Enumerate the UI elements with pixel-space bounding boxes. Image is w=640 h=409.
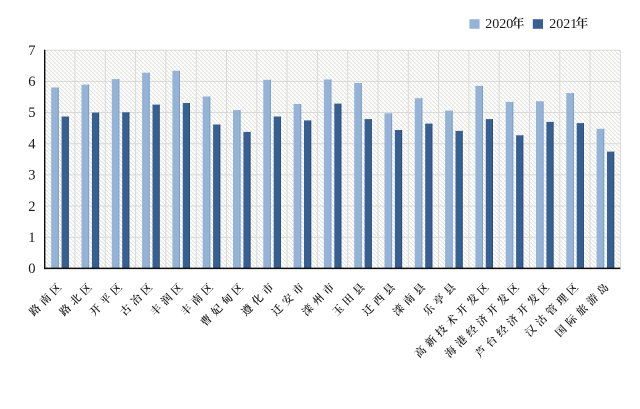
svg-text:1: 1 bbox=[28, 230, 35, 246]
svg-text:2021: 2021 bbox=[549, 17, 577, 32]
svg-text:0: 0 bbox=[28, 261, 35, 277]
svg-text:5: 5 bbox=[28, 105, 35, 121]
svg-text:6: 6 bbox=[28, 74, 35, 90]
svg-text:4: 4 bbox=[28, 136, 36, 152]
svg-text:3: 3 bbox=[28, 168, 35, 184]
svg-text:2020: 2020 bbox=[485, 17, 513, 32]
svg-text:7: 7 bbox=[28, 43, 35, 59]
svg-text:2: 2 bbox=[28, 199, 35, 215]
